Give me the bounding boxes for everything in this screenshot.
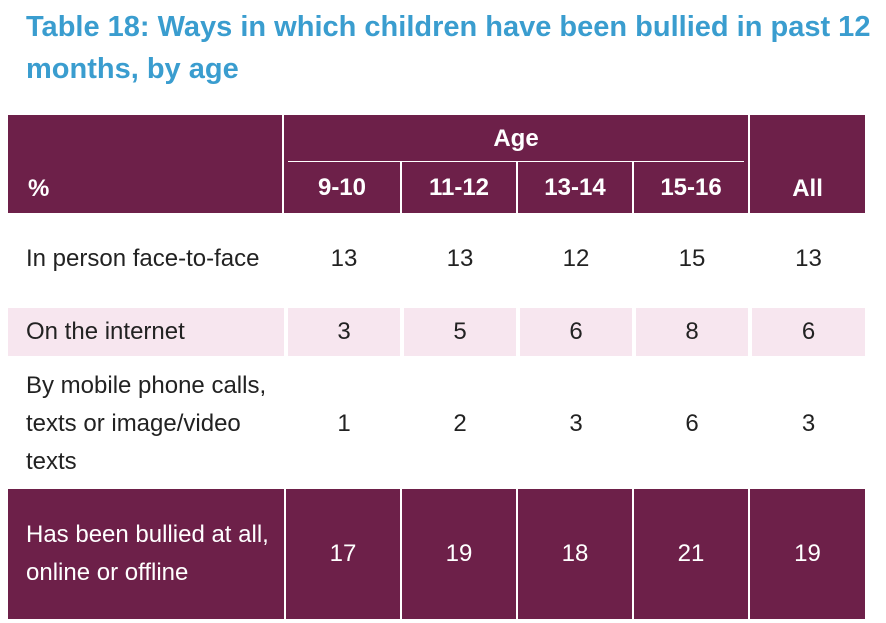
cell-value: 6 [516,305,632,356]
cell-value-all: 19 [748,489,866,619]
header-age-label: Age [493,124,539,152]
cell-value: 3 [284,305,400,356]
cell-value: 2 [400,356,516,489]
header-age-group: Age [284,115,749,162]
cell-value: 21 [632,489,749,619]
table-row: On the internet 3 5 6 8 6 [8,305,866,356]
cell-value: 13 [284,213,400,305]
cell-value: 3 [516,356,632,489]
table-row: By mobile phone calls, texts or image/vi… [8,356,866,489]
row-label: By mobile phone calls, texts or image/vi… [8,356,284,489]
cell-value: 19 [400,489,516,619]
age-divider [288,161,745,162]
cell-value: 5 [400,305,516,356]
cell-value: 1 [284,356,400,489]
row-label-total: Has been bullied at all, online or offli… [8,489,284,619]
header-percent: % [8,115,284,213]
cell-value: 12 [516,213,632,305]
table-row-total: Has been bullied at all, online or offli… [8,489,866,619]
cell-value: 6 [632,356,749,489]
header-age-11-12: 11-12 [400,162,516,213]
table-row: In person face-to-face 13 13 12 15 13 [8,213,866,305]
header-all: All [748,115,866,213]
cell-value: 17 [284,489,400,619]
header-age-13-14: 13-14 [516,162,632,213]
cell-value: 13 [400,213,516,305]
cell-value-all: 6 [748,305,866,356]
cell-value-all: 3 [748,356,866,489]
row-label: In person face-to-face [8,213,284,305]
bullying-table: % Age All 9-10 11-12 13-14 15-16 In pers… [8,115,866,619]
cell-value: 15 [632,213,749,305]
cell-value: 18 [516,489,632,619]
row-label: On the internet [8,305,284,356]
cell-value: 8 [632,305,749,356]
cell-value-all: 13 [748,213,866,305]
header-age-15-16: 15-16 [632,162,749,213]
header-age-9-10: 9-10 [284,162,400,213]
table-title: Table 18: Ways in which children have be… [26,11,871,85]
